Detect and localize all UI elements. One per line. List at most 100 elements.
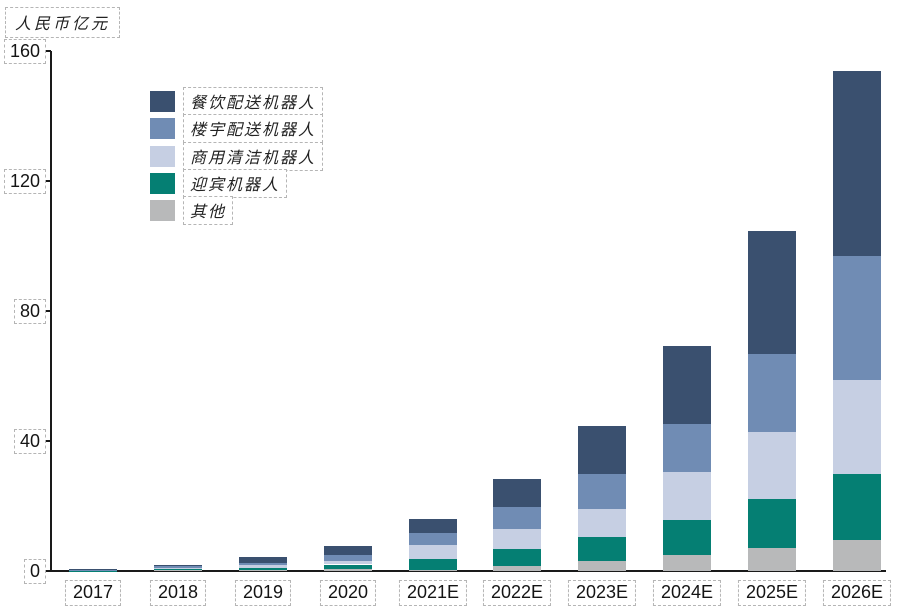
x-axis-label: 2022E — [482, 580, 552, 606]
x-axis-label-wrap: 2021E — [398, 580, 468, 606]
x-axis-label: 2025E — [737, 580, 807, 606]
bar-segment — [578, 426, 626, 474]
y-axis-tick — [43, 440, 51, 442]
bar-segment — [493, 529, 541, 549]
y-axis-tick-label-wrap: 0 — [2, 557, 46, 585]
y-axis-tick-label: 120 — [3, 168, 46, 194]
y-axis-line — [50, 51, 52, 572]
x-axis-label-wrap: 2019 — [234, 580, 292, 606]
legend-label: 餐饮配送机器人 — [183, 87, 324, 116]
bar-segment — [324, 564, 372, 570]
legend-row: 商用清洁机器人 — [150, 141, 324, 171]
bar-segment — [578, 537, 626, 562]
bar-segment — [324, 560, 372, 565]
bar-segment — [748, 431, 796, 499]
y-axis-tick — [43, 310, 51, 312]
y-axis-tick — [43, 50, 51, 52]
bar-segment — [833, 256, 881, 380]
y-axis-tick-label: 160 — [3, 38, 46, 64]
bar-segment — [578, 561, 626, 571]
bar-segment — [833, 379, 881, 475]
bar-segment — [578, 473, 626, 510]
bar-segment — [748, 231, 796, 354]
y-axis-tick — [43, 570, 51, 572]
bar-segment — [409, 558, 457, 571]
bar-segment — [663, 471, 711, 520]
bar-segment — [833, 474, 881, 541]
x-axis-label-wrap: 2022E — [482, 580, 552, 606]
bar-segment — [239, 568, 287, 571]
bar-segment — [239, 557, 287, 563]
x-axis-label: 2021E — [398, 580, 468, 606]
bar-segment — [69, 569, 117, 571]
bar-segment — [409, 533, 457, 545]
bar-segment — [154, 570, 202, 571]
legend-swatch — [150, 172, 175, 194]
x-axis-label-wrap: 2024E — [652, 580, 722, 606]
bar-segment — [324, 545, 372, 556]
bar-segment — [154, 569, 202, 571]
legend-swatch — [150, 145, 175, 167]
bar-segment — [409, 570, 457, 571]
x-axis-label-wrap: 2026E — [822, 580, 892, 606]
bar-segment — [833, 540, 881, 571]
bar-segment — [748, 498, 796, 548]
legend-row: 迎宾机器人 — [150, 168, 288, 198]
y-axis-tick-label: 40 — [13, 428, 46, 454]
bar-segment — [239, 562, 287, 566]
bar-segment — [663, 424, 711, 472]
x-axis-line — [50, 570, 886, 572]
x-axis-label: 2017 — [64, 580, 122, 606]
bar-segment — [833, 71, 881, 257]
x-axis-label-wrap: 2025E — [737, 580, 807, 606]
legend-row: 其他 — [150, 196, 234, 226]
x-axis-label: 2020 — [319, 580, 377, 606]
legend-row: 餐饮配送机器人 — [150, 87, 324, 116]
x-axis-label-wrap: 2020 — [319, 580, 377, 606]
y-axis-tick-label-wrap: 80 — [2, 297, 46, 325]
y-axis-tick-label-wrap: 40 — [2, 427, 46, 455]
y-axis-tick — [43, 180, 51, 182]
bar-segment — [154, 566, 202, 569]
bar-segment — [493, 507, 541, 530]
bar-segment — [663, 555, 711, 571]
axis-unit-label: 人民币亿元 — [5, 7, 121, 38]
bar-segment — [663, 346, 711, 425]
legend-row: 楼宇配送机器人 — [150, 114, 324, 144]
legend-label: 其他 — [183, 196, 234, 226]
bar-segment — [239, 565, 287, 569]
legend-swatch — [150, 200, 175, 222]
bar-segment — [324, 555, 372, 561]
bar-segment — [239, 570, 287, 571]
bar-segment — [578, 509, 626, 538]
x-axis-label-wrap: 2018 — [149, 580, 207, 606]
bar-segment — [324, 569, 372, 571]
x-axis-label-wrap: 2017 — [64, 580, 122, 606]
bar-segment — [748, 353, 796, 432]
bar-segment — [493, 566, 541, 571]
bar-segment — [493, 479, 541, 508]
x-axis-label: 2023E — [567, 580, 637, 606]
y-axis-tick-label-wrap: 120 — [2, 167, 46, 195]
legend-swatch — [150, 118, 175, 140]
x-axis-label: 2024E — [652, 580, 722, 606]
y-axis-tick-label-wrap: 160 — [2, 37, 46, 65]
x-axis-label: 2018 — [149, 580, 207, 606]
x-axis-label-wrap: 2023E — [567, 580, 637, 606]
x-axis-label: 2026E — [822, 580, 892, 606]
x-axis-label: 2019 — [234, 580, 292, 606]
bar-segment — [154, 568, 202, 570]
y-axis-tick-label: 80 — [13, 298, 46, 324]
bar-segment — [409, 545, 457, 559]
legend-label: 迎宾机器人 — [183, 168, 288, 198]
y-axis-tick-label: 0 — [23, 558, 46, 584]
bar-segment — [409, 519, 457, 534]
bar-segment — [154, 564, 202, 567]
bar-segment — [493, 548, 541, 567]
bar-segment — [748, 547, 796, 571]
bar-segment — [663, 519, 711, 556]
legend-label: 楼宇配送机器人 — [183, 114, 324, 144]
legend-swatch — [150, 91, 175, 112]
legend-label: 商用清洁机器人 — [183, 141, 324, 171]
